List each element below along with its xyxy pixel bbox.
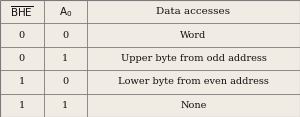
- Text: 0: 0: [62, 77, 68, 86]
- Text: 1: 1: [62, 54, 68, 63]
- Text: 0: 0: [62, 31, 68, 40]
- Text: Data accesses: Data accesses: [157, 7, 230, 16]
- Text: $\rm A_0$: $\rm A_0$: [58, 5, 72, 19]
- Text: $\overline{\rm BHE}$: $\overline{\rm BHE}$: [10, 4, 34, 19]
- Text: Word: Word: [180, 31, 207, 40]
- Text: 1: 1: [19, 101, 25, 110]
- Text: 0: 0: [19, 31, 25, 40]
- Text: 0: 0: [19, 54, 25, 63]
- Text: 1: 1: [62, 101, 68, 110]
- Text: Upper byte from odd address: Upper byte from odd address: [121, 54, 266, 63]
- Text: 1: 1: [19, 77, 25, 86]
- Text: Lower byte from even address: Lower byte from even address: [118, 77, 269, 86]
- Text: None: None: [180, 101, 207, 110]
